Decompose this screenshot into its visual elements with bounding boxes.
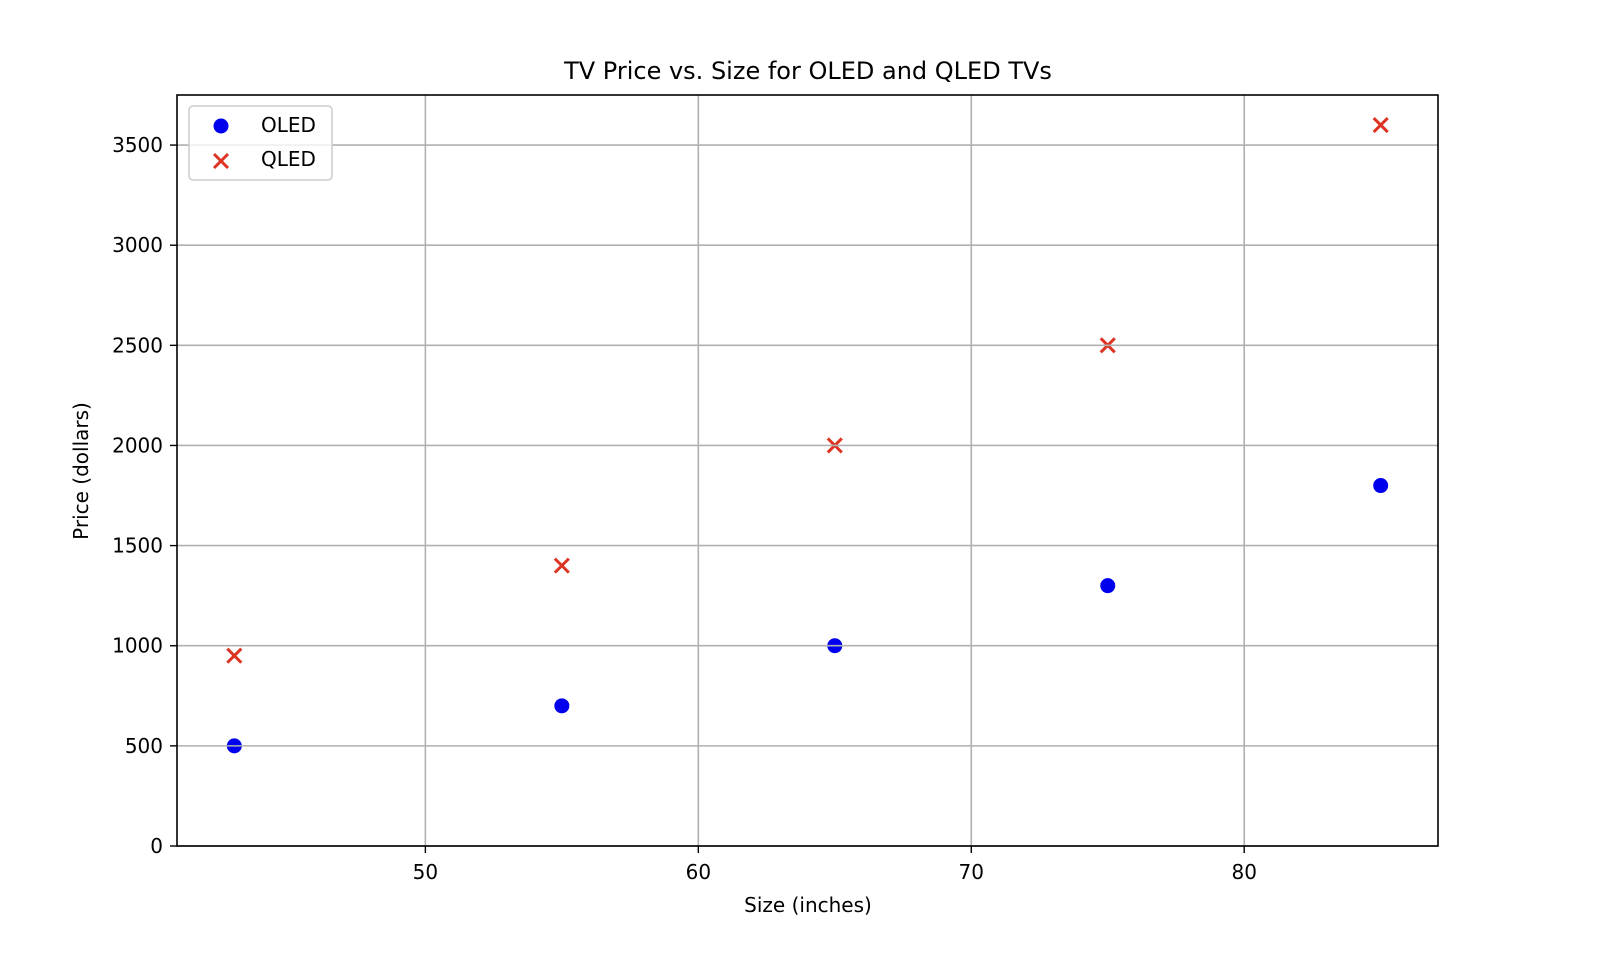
legend-label-oled: OLED <box>261 113 316 137</box>
chart-title: TV Price vs. Size for OLED and QLED TVs <box>563 57 1052 85</box>
y-tick-label: 1000 <box>112 634 163 658</box>
qled-point <box>553 557 570 574</box>
legend-label-qled: QLED <box>261 147 316 171</box>
y-axis-label: Price (dollars) <box>69 402 93 540</box>
x-tick-label: 70 <box>959 860 984 884</box>
y-tick-label: 0 <box>150 834 163 858</box>
legend: OLED QLED <box>188 105 333 181</box>
oled-point <box>1100 578 1116 594</box>
qled-legend-icon <box>212 152 230 170</box>
plot-frame <box>176 94 1439 847</box>
x-tick-label: 50 <box>413 860 438 884</box>
data-points <box>226 116 1389 754</box>
axis-ticks: 50 60 70 80 0 500 1000 1500 2000 2500 3000 3500 <box>112 133 1257 884</box>
x-tick-label: 80 <box>1231 860 1256 884</box>
y-tick-label: 3000 <box>112 233 163 257</box>
oled-point <box>1373 478 1389 494</box>
x-tick-label: 60 <box>686 860 711 884</box>
qled-point <box>1372 116 1389 134</box>
y-tick-label: 3500 <box>112 133 163 157</box>
x-axis-label: Size (inches) <box>744 893 872 917</box>
y-tick-label: 2500 <box>112 333 163 357</box>
qled-point <box>226 647 243 664</box>
grid-lines <box>177 95 1438 847</box>
oled-point <box>554 698 570 714</box>
y-tick-label: 1500 <box>112 534 163 558</box>
y-tick-label: 500 <box>125 734 163 758</box>
oled-legend-icon <box>213 118 229 134</box>
y-tick-label: 2000 <box>112 433 163 457</box>
